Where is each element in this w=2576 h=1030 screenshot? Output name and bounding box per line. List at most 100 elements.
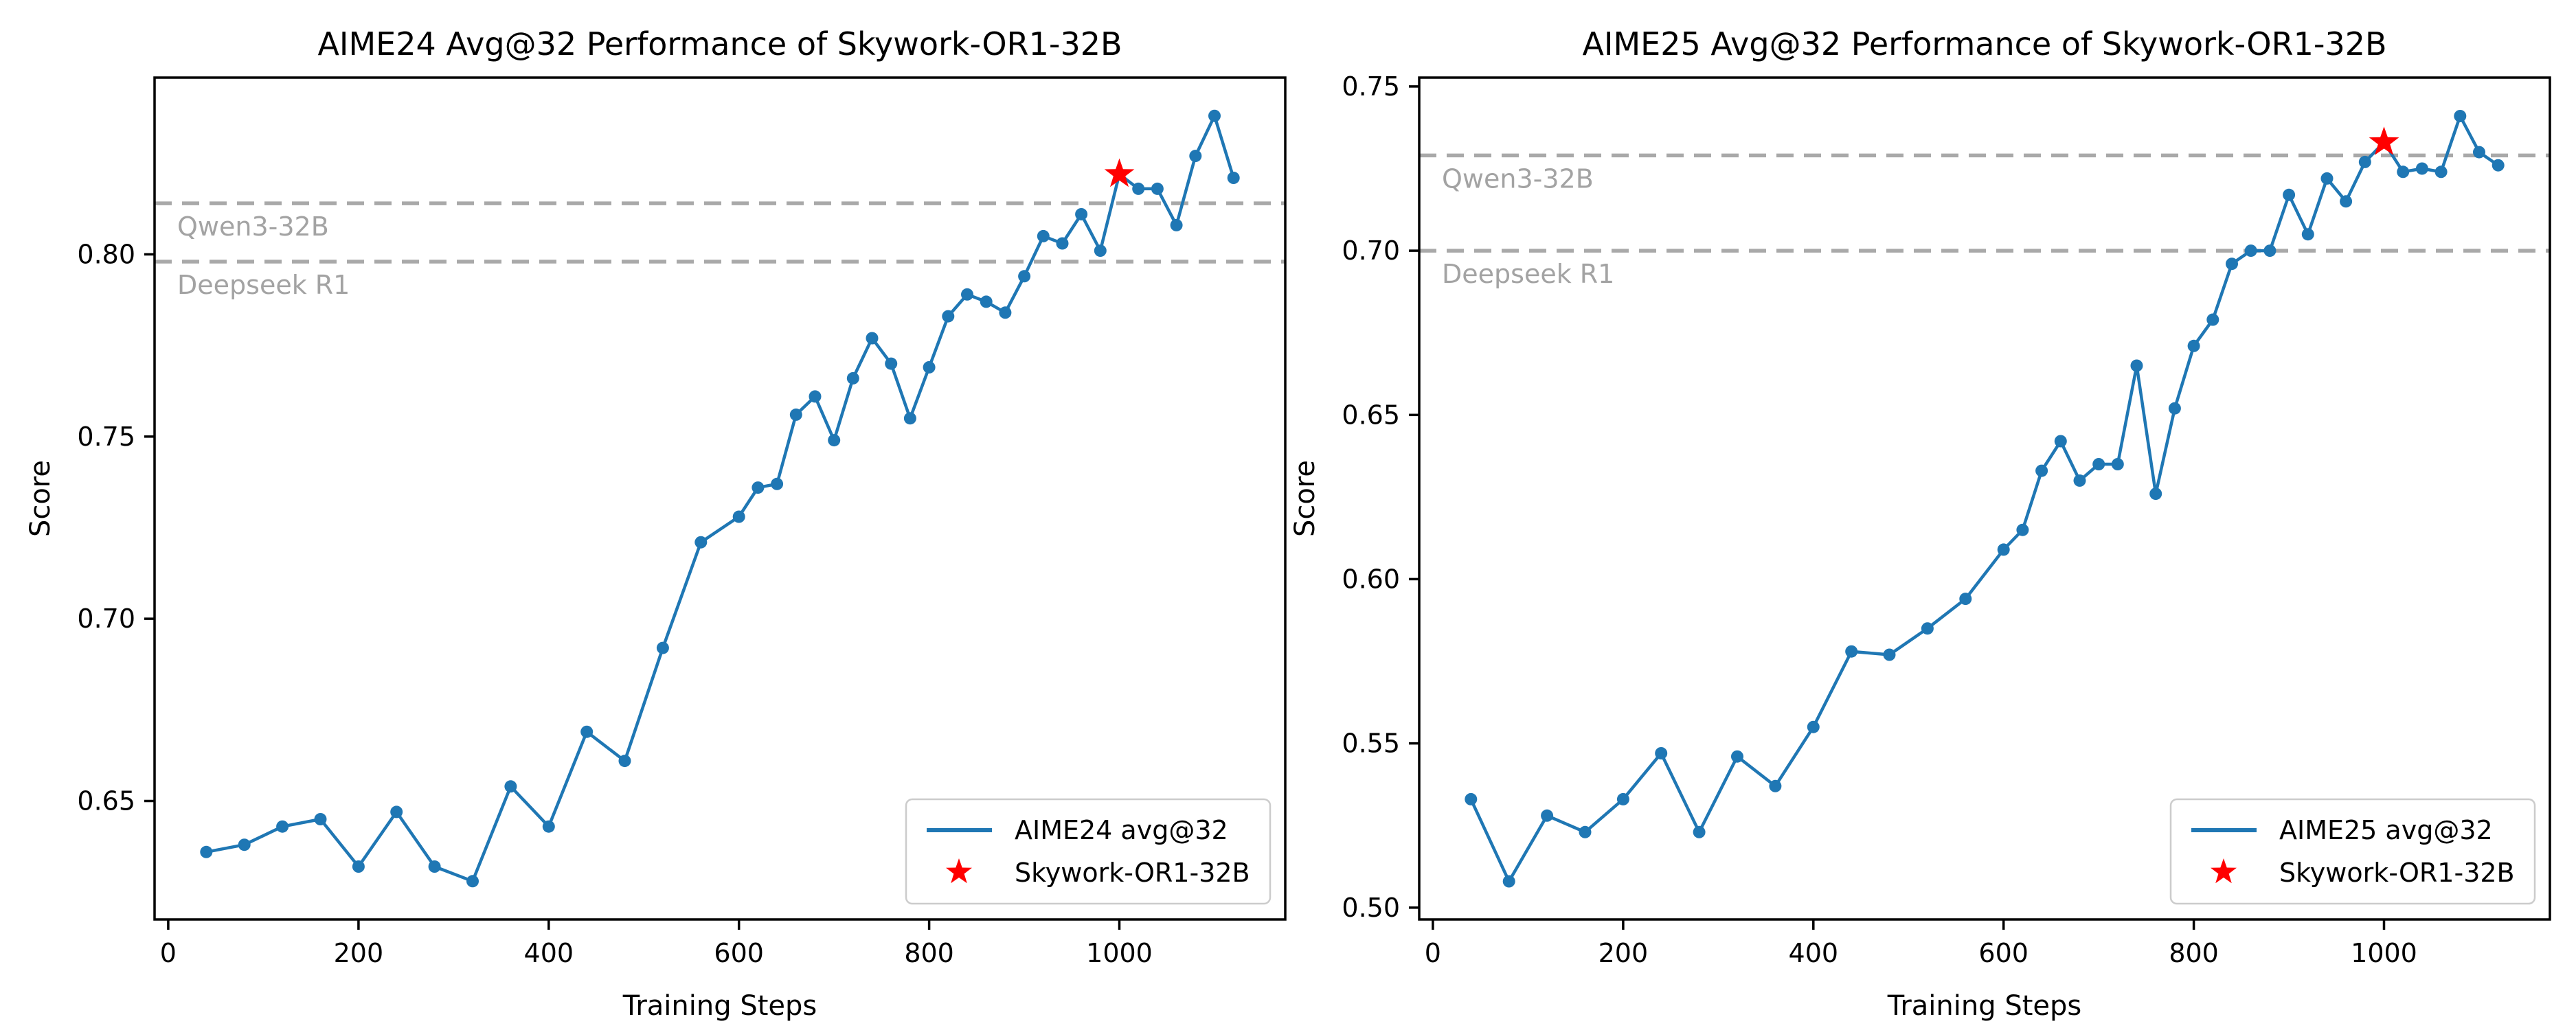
- data-point-marker: [961, 288, 973, 301]
- data-point-marker: [942, 310, 955, 323]
- data-point-marker: [2092, 458, 2105, 470]
- data-point-marker: [1731, 750, 1743, 763]
- series-line: [205, 114, 1235, 883]
- data-point-marker: [1541, 809, 1554, 822]
- aime25-chart-slot: Qwen3-32B Deepseek R1 0 200 400 600 800 1000 0.5…: [1288, 0, 2576, 1030]
- data-point-marker: [504, 780, 517, 793]
- data-point-marker: [1189, 150, 1202, 163]
- data-point-marker: [2492, 159, 2505, 172]
- data-point-marker: [1807, 720, 1820, 733]
- y-tick-label: 0.70: [1342, 236, 1400, 266]
- data-point-marker: [885, 357, 898, 370]
- data-point-marker: [2358, 155, 2371, 168]
- data-point-marker: [2454, 110, 2467, 122]
- data-point-marker: [828, 434, 841, 447]
- legend: [2169, 798, 2536, 905]
- x-tick-label: 800: [2169, 938, 2219, 968]
- x-tick-label: 400: [1789, 938, 1839, 968]
- data-point-marker: [1465, 792, 1478, 805]
- data-point-marker: [2320, 172, 2334, 185]
- x-tick-label: 600: [1978, 938, 2029, 968]
- x-tick-label: 600: [714, 938, 764, 968]
- data-point-marker: [2244, 244, 2257, 258]
- aime24-chart: Qwen3-32B Deepseek R1 0 200 400 600 800 1000 0.6…: [25, 25, 1287, 1022]
- y-tick-label: 0.65: [77, 786, 135, 816]
- y-axis-label: Score: [25, 460, 56, 537]
- data-point-marker: [694, 536, 708, 549]
- data-point-marker: [2283, 188, 2296, 201]
- legend: [905, 798, 1272, 905]
- data-point-marker: [789, 408, 802, 421]
- data-point-marker: [1132, 182, 1145, 195]
- data-point-marker: [1075, 208, 1088, 220]
- data-point-marker: [1883, 648, 1896, 661]
- data-point-marker: [999, 306, 1012, 319]
- reference-line-label: Deepseek R1: [1442, 259, 1614, 289]
- data-point-marker: [200, 845, 213, 858]
- x-tick-label: 800: [904, 938, 954, 968]
- aime25-chart: Qwen3-32B Deepseek R1 0 200 400 600 800 1000 0.5…: [1289, 25, 2551, 1022]
- legend-star-label: Skywork-OR1-32B: [1015, 858, 1250, 888]
- data-point-marker: [771, 477, 784, 490]
- data-point-marker: [2301, 228, 2314, 241]
- data-point-marker: [466, 875, 479, 888]
- data-point-marker: [618, 755, 631, 768]
- chart-title: AIME25 Avg@32 Performance of Skywork-OR1…: [1582, 25, 2386, 62]
- data-point-marker: [390, 805, 403, 819]
- data-point-marker: [866, 332, 879, 345]
- data-point-marker: [1502, 875, 1515, 888]
- legend-series-label: AIME25 avg@32: [2279, 815, 2493, 845]
- legend-series-label: AIME24 avg@32: [1015, 815, 1228, 845]
- data-point-marker: [1579, 825, 1592, 838]
- data-point-marker: [2397, 165, 2410, 179]
- data-point-marker: [1151, 182, 1164, 195]
- y-tick-label: 0.65: [1342, 400, 1400, 430]
- reference-line-label: Deepseek R1: [177, 270, 350, 300]
- data-point-marker: [1769, 779, 1782, 792]
- x-tick-label: 200: [1598, 938, 1649, 968]
- x-axis-label: Training Steps: [622, 990, 817, 1022]
- plot-border: [153, 76, 1287, 921]
- data-point-marker: [1616, 792, 1629, 805]
- x-tick-label: 1000: [2351, 938, 2417, 968]
- data-point-marker: [2168, 402, 2181, 415]
- data-point-marker: [2263, 244, 2276, 258]
- data-point-marker: [2149, 488, 2162, 501]
- y-tick-label: 0.80: [77, 239, 135, 269]
- data-point-marker: [656, 641, 669, 654]
- x-tick-label: 0: [1425, 938, 1441, 968]
- y-tick-label: 0.75: [77, 422, 135, 452]
- data-point-marker: [1959, 593, 1972, 606]
- data-point-marker: [2130, 359, 2143, 372]
- legend-star-label: Skywork-OR1-32B: [2279, 858, 2515, 888]
- reference-line-label: Qwen3-32B: [177, 211, 329, 242]
- data-point-marker: [732, 510, 745, 523]
- data-point-marker: [2035, 464, 2048, 477]
- data-point-marker: [809, 390, 822, 403]
- data-point-marker: [2206, 313, 2219, 326]
- plot-border: [1418, 76, 2551, 921]
- data-point-marker: [428, 860, 441, 873]
- y-tick-label: 0.50: [1342, 893, 1400, 923]
- y-axis-label: Score: [1289, 460, 1321, 537]
- data-point-marker: [238, 838, 251, 851]
- y-tick-label: 0.70: [77, 604, 135, 634]
- legend-star-icon: [2211, 858, 2237, 884]
- y-tick-label: 0.60: [1342, 564, 1400, 594]
- data-point-marker: [2340, 195, 2353, 208]
- x-axis-label: Training Steps: [1887, 990, 2081, 1022]
- data-point-marker: [1170, 218, 1183, 231]
- data-point-marker: [276, 820, 289, 833]
- data-point-marker: [2226, 258, 2238, 271]
- reference-line-label: Qwen3-32B: [1442, 163, 1594, 194]
- data-point-marker: [752, 481, 765, 494]
- star-marker: [1104, 158, 1135, 187]
- data-point-marker: [1037, 229, 1050, 242]
- data-point-marker: [542, 820, 555, 833]
- data-point-marker: [1056, 237, 1069, 250]
- x-tick-label: 1000: [1086, 938, 1153, 968]
- data-point-marker: [1693, 825, 1706, 838]
- series-line: [1469, 114, 2500, 883]
- x-tick-label: 200: [334, 938, 384, 968]
- y-tick-label: 0.55: [1342, 729, 1400, 759]
